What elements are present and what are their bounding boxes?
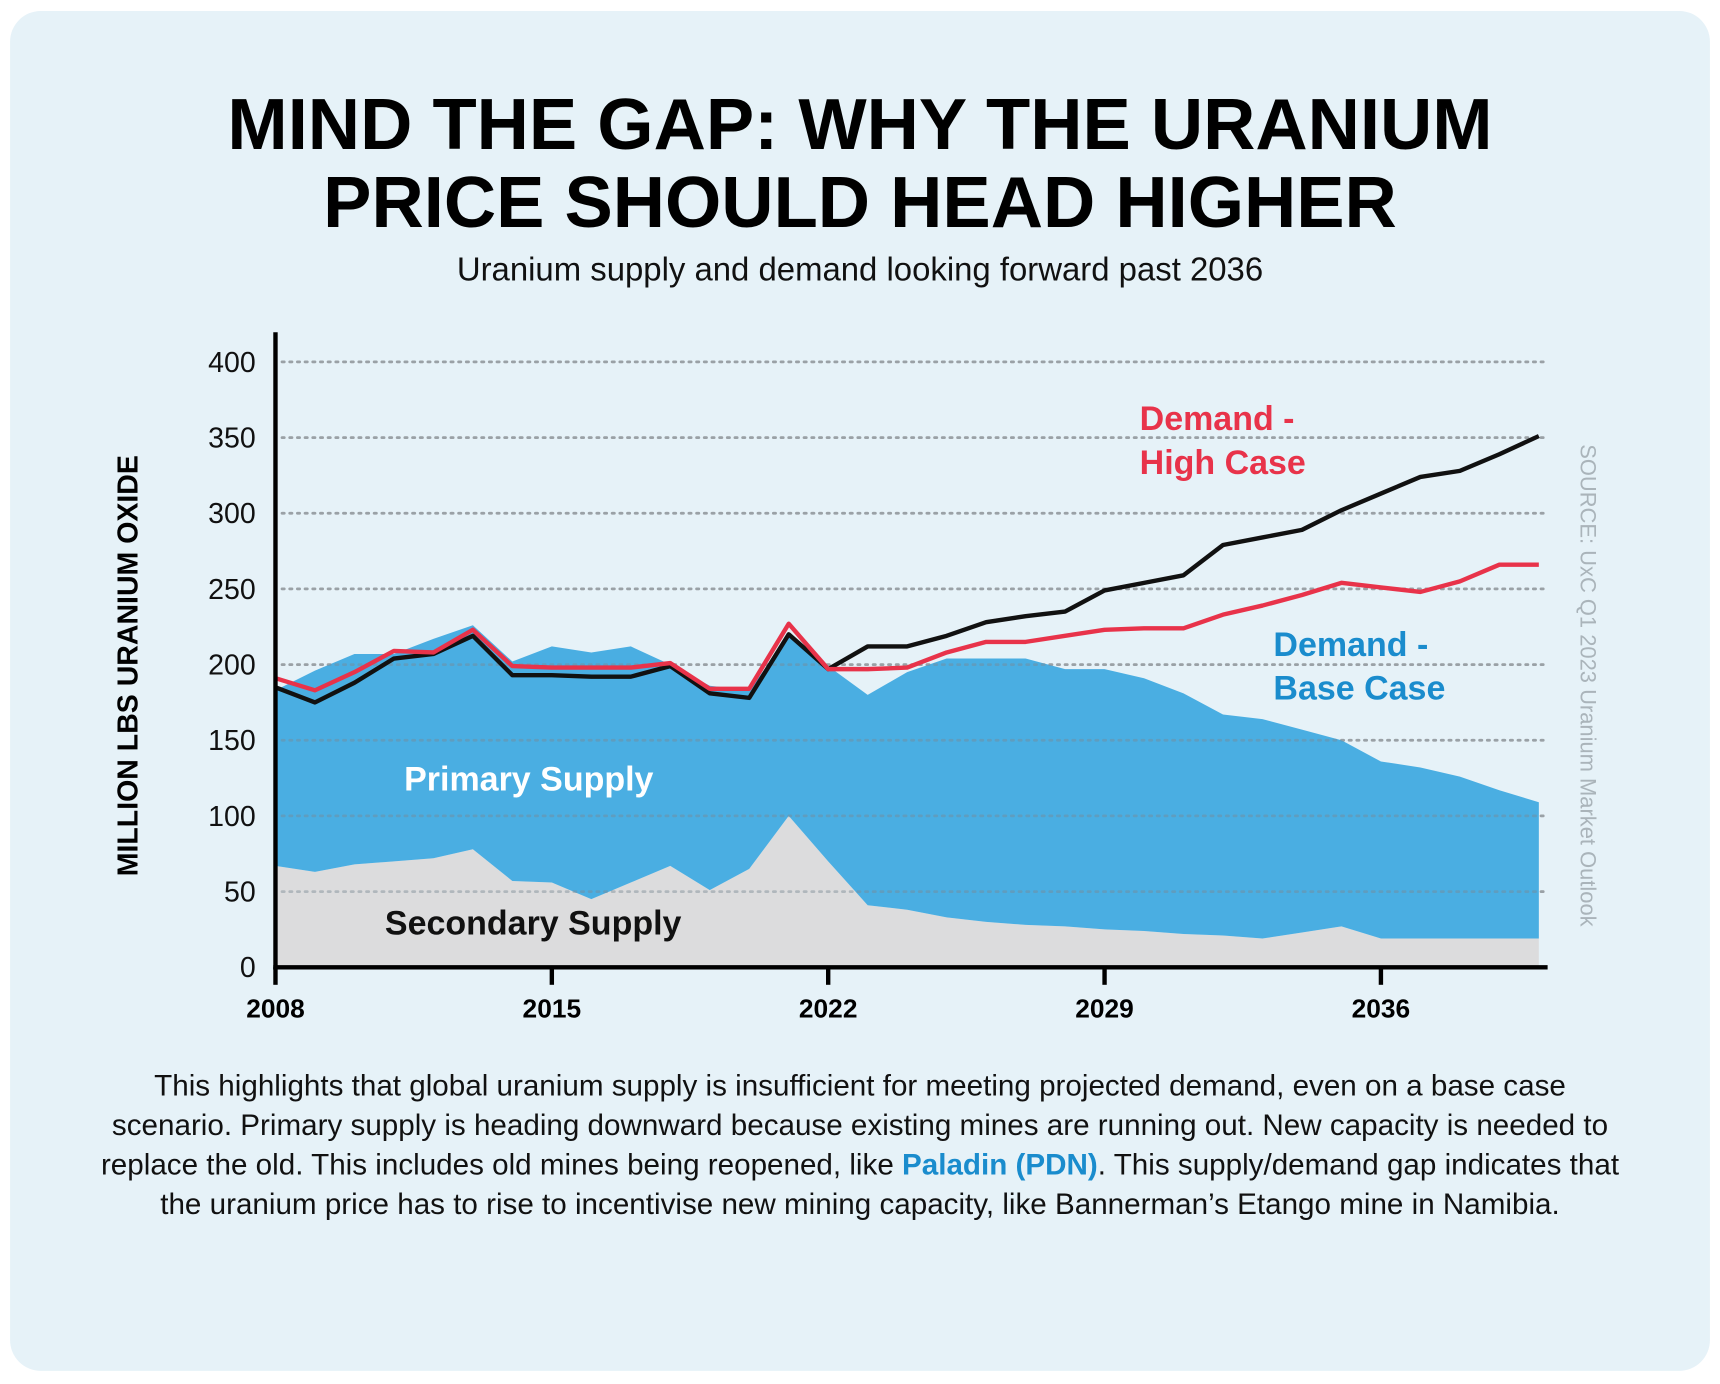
- y-tick-label: 300: [208, 498, 256, 530]
- y-tick-label: 0: [240, 952, 256, 984]
- x-tick-label: 2036: [1352, 994, 1411, 1024]
- series-label: Demand -: [1273, 626, 1428, 664]
- series-label: Base Case: [1273, 670, 1445, 708]
- area-label: Primary Supply: [404, 761, 653, 799]
- chart-title: PRICE SHOULD HEAD HIGHER: [323, 162, 1397, 243]
- area-label: Secondary Supply: [385, 904, 682, 942]
- series-label: Demand -: [1140, 400, 1295, 438]
- y-tick-label: 200: [208, 649, 256, 681]
- x-tick-label: 2022: [799, 994, 858, 1024]
- area: [275, 625, 1539, 939]
- chart-subtitle: Uranium supply and demand looking forwar…: [457, 251, 1263, 288]
- y-tick-label: 400: [208, 347, 256, 379]
- y-tick-label: 100: [208, 801, 256, 833]
- y-axis-label: MILLION LBS URANIUM OXIDE: [112, 455, 144, 876]
- footnote-text: . This supply/demand gap indicates that …: [160, 1148, 1620, 1221]
- footnote-box: This highlights that global uranium supp…: [100, 1066, 1620, 1224]
- y-tick-label: 150: [208, 725, 256, 757]
- y-tick-label: 250: [208, 574, 256, 606]
- footnote-link: Paladin (PDN): [902, 1148, 1098, 1182]
- area: [275, 815, 1539, 968]
- line: [274, 562, 1539, 693]
- series-label: High Case: [1140, 444, 1306, 482]
- y-tick-label: 50: [224, 876, 256, 908]
- source: SOURCE: UxC Q1 2023 Uranium Market Outlo…: [1576, 444, 1601, 926]
- x-tick-label: 2008: [246, 994, 305, 1024]
- plot: 0 50 100 150 200 250 300 350 400 Primary Supply Se…: [208, 332, 1548, 1024]
- footnote: This highlights that global uranium supp…: [100, 1066, 1620, 1224]
- chart-title: MIND THE GAP: WHY THE URANIUM: [227, 84, 1492, 165]
- x-tick-label: 2029: [1075, 994, 1134, 1024]
- line: [274, 434, 1540, 705]
- footnote-text: This highlights that global uranium supp…: [100, 1069, 1609, 1182]
- x-tick-label: 2015: [523, 994, 582, 1024]
- y-tick-label: 350: [208, 422, 256, 454]
